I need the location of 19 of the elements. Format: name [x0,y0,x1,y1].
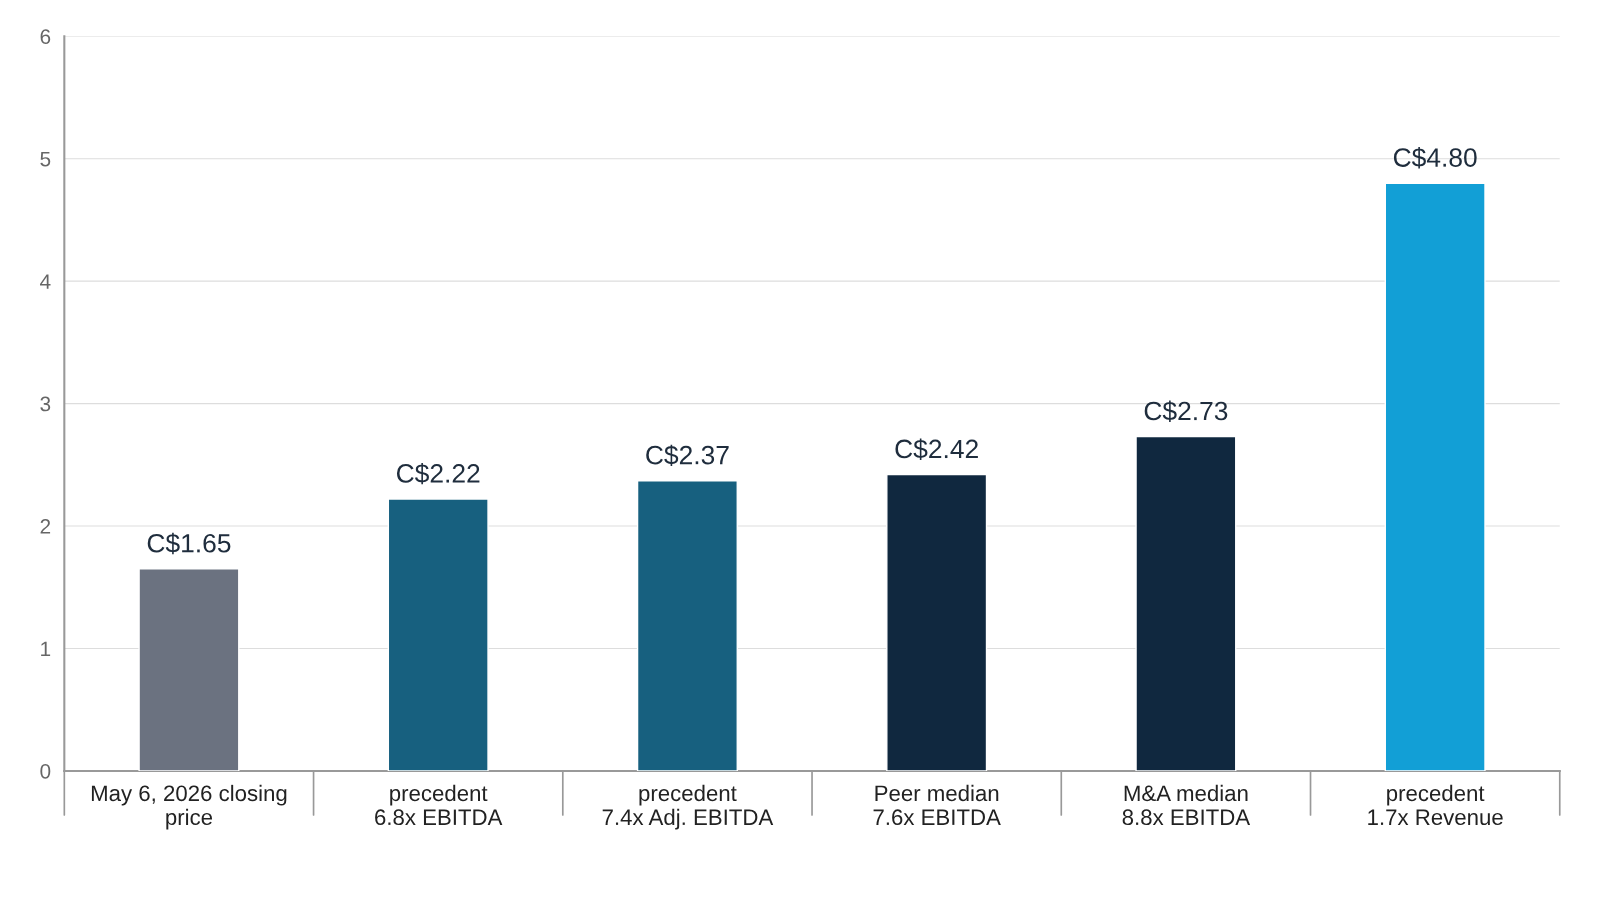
x-tick-label: precedent 1.7x Revenue [1368,784,1503,826]
x-tick-label: May 6, 2026 closing price [91,784,287,830]
data-label: C$4.80 [1393,147,1477,169]
x-tick-label: precedent 7.4x Adj. EBITDA [602,784,774,830]
y-tick-label: 3 [40,396,51,412]
y-tick-label: 0 [40,763,51,779]
data-label: C$2.42 [895,438,978,460]
y-tick-label: 6 [40,29,51,45]
data-label: C$2.73 [1144,400,1228,422]
x-tick-label: Peer median 7.6x EBITDA [873,784,1001,826]
data-label: C$1.65 [147,532,231,555]
x-tick-label: precedent 6.8x EBITDA [375,784,503,826]
x-tick-label: M&A median 8.8x EBITDA [1122,784,1251,826]
data-label: C$2.22 [396,463,480,485]
data-label: C$2.37 [646,444,729,466]
y-tick-label: 5 [40,151,51,167]
y-tick-label: 1 [41,641,51,657]
y-tick-label: 2 [40,519,51,534]
y-tick-label: 4 [40,274,51,289]
